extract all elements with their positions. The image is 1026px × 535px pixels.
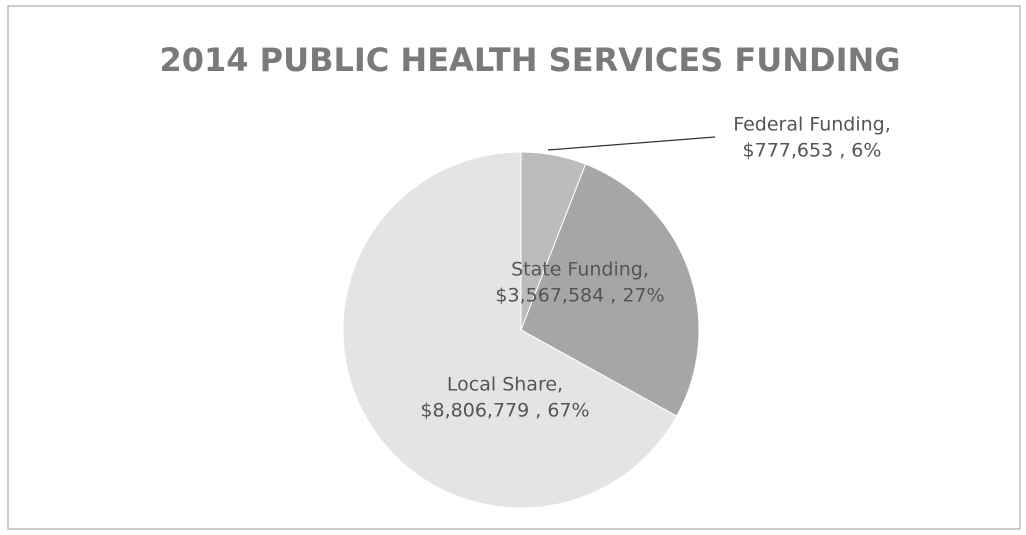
pie-slice — [342, 151, 678, 509]
data-label: State Funding, — [511, 259, 649, 281]
data-label: $777,653 , 6% — [743, 140, 882, 162]
pie-slice — [520, 163, 700, 417]
chart-title: 2014 PUBLIC HEALTH SERVICES FUNDING — [159, 41, 900, 79]
data-label: $8,806,779 , 67% — [420, 400, 589, 422]
leader-line — [547, 136, 716, 151]
data-label: Local Share, — [447, 374, 563, 396]
data-label: Federal Funding, — [733, 114, 891, 136]
data-label: $3,567,584 , 27% — [495, 285, 664, 307]
